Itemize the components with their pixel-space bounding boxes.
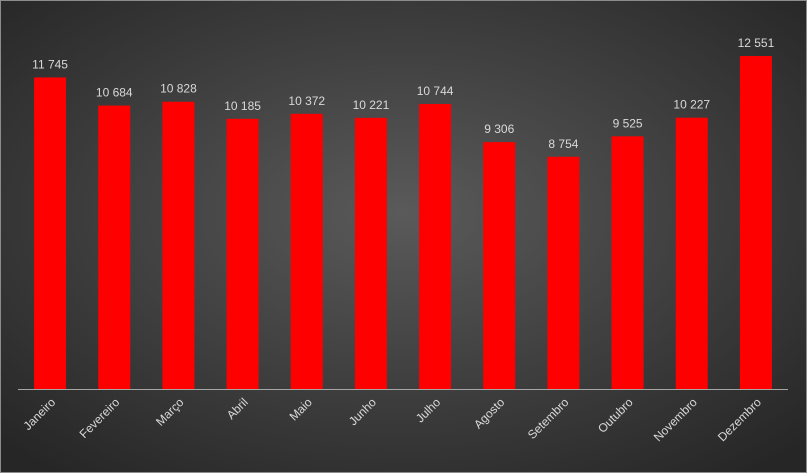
data-label: 12 551 — [738, 36, 775, 50]
bar — [354, 117, 387, 389]
data-label: 9 525 — [613, 116, 643, 130]
data-label: 10 372 — [288, 94, 325, 108]
data-label: 10 684 — [96, 86, 133, 100]
bar — [419, 103, 452, 390]
bar — [98, 105, 131, 390]
data-label: 10 828 — [160, 82, 197, 96]
bar — [34, 77, 67, 389]
data-label: 10 185 — [224, 99, 261, 113]
bar — [547, 156, 580, 389]
data-label: 10 221 — [353, 98, 390, 112]
bar — [739, 56, 772, 389]
bar — [290, 113, 323, 390]
data-label: 8 754 — [548, 137, 578, 151]
bar — [483, 142, 516, 389]
data-label: 10 744 — [417, 84, 454, 98]
bar — [611, 136, 644, 389]
bar — [226, 118, 259, 389]
data-label: 9 306 — [484, 122, 514, 136]
data-label: 11 745 — [32, 57, 68, 71]
bar — [162, 101, 195, 389]
bar — [675, 117, 708, 390]
data-label: 10 227 — [673, 98, 710, 112]
